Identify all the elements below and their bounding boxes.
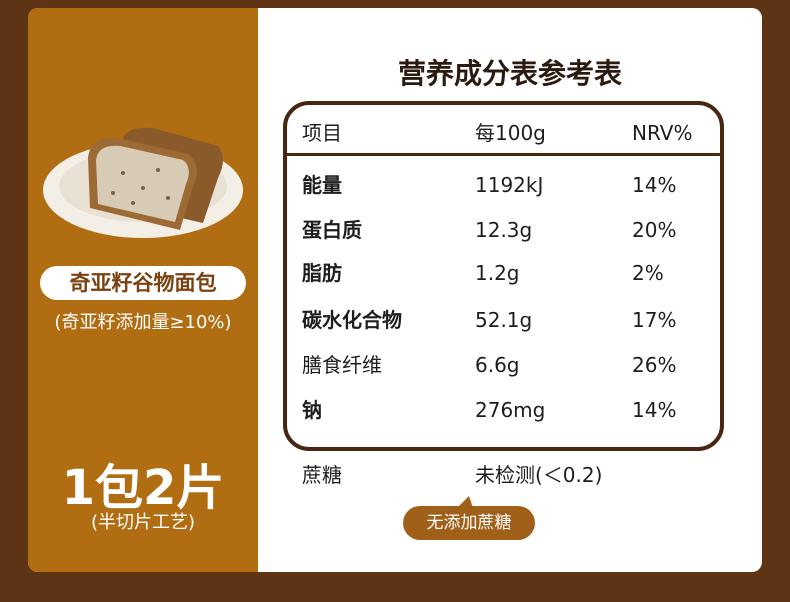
table-cell: 碳水化合物 (302, 308, 402, 332)
table-frame (283, 101, 724, 451)
left-panel: 奇亚籽谷物面包 (奇亚籽添加量≥10%) 1包2片 (半切片工艺) (28, 8, 258, 572)
process-note: (半切片工艺) (90, 512, 196, 533)
header-cell: NRV% (632, 121, 693, 145)
table-cell: 2% (632, 261, 664, 285)
table-cell: 20% (632, 218, 677, 242)
table-cell: 能量 (302, 173, 342, 197)
table-title: 营养成分表参考表 (397, 57, 622, 90)
bread-illustration (43, 127, 243, 238)
badge-pointer (457, 496, 473, 508)
table-cell: 26% (632, 353, 677, 377)
table-cell: 钠 (302, 398, 322, 422)
table-cell: 17% (632, 308, 677, 332)
product-note: (奇亚籽添加量≥10%) (54, 312, 232, 333)
table-cell: 12.3g (475, 218, 533, 242)
pack-size: 1包2片 (61, 460, 225, 516)
table-cell: 14% (632, 398, 677, 422)
table-cell: 膳食纤维 (302, 353, 382, 377)
table-cell: 蛋白质 (302, 218, 362, 242)
header-separator (283, 153, 724, 156)
header-cell: 项目 (302, 121, 342, 145)
sugar-value: 未检测(＜0.2) (475, 463, 603, 487)
table-cell: 52.1g (475, 308, 533, 332)
product-name: 奇亚籽谷物面包 (40, 266, 246, 300)
table-cell: 14% (632, 173, 677, 197)
header-cell: 每100g (475, 121, 546, 145)
table-cell: 276mg (475, 398, 546, 422)
table-cell: 1.2g (475, 261, 520, 285)
table-cell: 6.6g (475, 353, 520, 377)
no-sugar-badge: 无添加蔗糖 (403, 506, 535, 540)
table-cell: 脂肪 (302, 261, 342, 285)
sugar-name: 蔗糖 (302, 463, 342, 487)
table-cell: 1192kJ (475, 173, 544, 197)
